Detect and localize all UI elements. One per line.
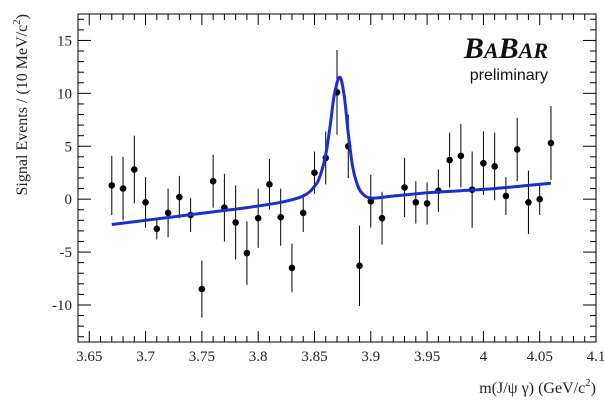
y-tick-label: 5 [65, 139, 73, 155]
data-point [221, 173, 228, 242]
data-point [198, 260, 206, 318]
data-point [367, 174, 375, 228]
y-tick-label: -10 [52, 298, 72, 314]
data-point [423, 182, 431, 225]
point-marker [378, 214, 386, 222]
point-marker [164, 209, 172, 217]
data-point [209, 154, 217, 208]
y-axis-label-suffix: ) [14, 14, 31, 19]
x-tick-label: 4.05 [527, 349, 553, 365]
point-marker [198, 285, 206, 293]
data-point [243, 221, 251, 285]
data-point [266, 158, 273, 210]
errorbars-layer [108, 49, 555, 318]
x-tick-label: 3.8 [249, 349, 268, 365]
data-point [277, 188, 284, 246]
data-point [525, 170, 532, 235]
data-point [232, 185, 239, 260]
point-marker [209, 177, 217, 185]
y-tick-label: 15 [57, 33, 72, 49]
point-marker [536, 195, 543, 203]
x-tick-label: 3.7 [136, 349, 155, 365]
point-marker [446, 156, 453, 164]
logo: BABAR preliminary [463, 32, 548, 84]
x-tick-label: 3.95 [414, 349, 440, 365]
point-marker [176, 193, 183, 201]
data-point [502, 176, 510, 216]
data-point [412, 181, 420, 224]
point-marker [412, 199, 420, 206]
data-point [401, 157, 408, 218]
point-marker [356, 262, 363, 270]
x-tick-label: 3.85 [301, 349, 327, 365]
data-point [547, 106, 555, 181]
point-marker [288, 264, 296, 272]
data-point [176, 175, 183, 219]
logo-subtitle: preliminary [470, 67, 548, 84]
point-marker [423, 200, 431, 207]
data-point [288, 243, 296, 293]
data-point [119, 156, 127, 221]
data-point [164, 188, 172, 238]
data-point [378, 191, 386, 245]
point-marker [547, 139, 555, 147]
y-axis-label: Signal Events / (10 MeV/c2) [11, 14, 31, 195]
fit-layer [111, 75, 552, 227]
point-marker [131, 166, 138, 173]
y-tick-label: 0 [65, 192, 73, 208]
point-marker [401, 184, 408, 191]
data-point [131, 135, 138, 204]
point-marker [108, 182, 116, 189]
data-point [446, 132, 453, 188]
data-point [254, 188, 262, 248]
x-tick-label: 3.9 [361, 349, 380, 365]
point-marker [480, 159, 487, 167]
y-axis-label-superscript: 2 [11, 19, 23, 25]
x-axis-label-superscript: 2 [585, 377, 591, 389]
data-point [513, 117, 521, 182]
data-point [299, 193, 307, 232]
x-axis-label-text: m(J/ψ γ) (GeV/c [479, 380, 585, 397]
point-marker [243, 249, 251, 257]
point-marker [232, 219, 239, 226]
point-marker [525, 199, 532, 206]
ticks-layer: 3.65 3.7 3.75 3.8 3.85 3.9 3.95 4 4.05 4.1 -10 -5 0 5… [52, 14, 605, 365]
data-point [480, 131, 487, 195]
point-marker [277, 213, 284, 221]
point-marker [502, 192, 510, 200]
x-axis-label-suffix: ) [591, 380, 596, 397]
point-marker [299, 209, 307, 217]
y-tick-label: -5 [60, 245, 73, 261]
x-tick-label: 3.75 [189, 349, 215, 365]
y-axis-label-text: Signal Events / (10 MeV/c [14, 25, 31, 196]
x-tick-label: 3.65 [76, 349, 102, 365]
point-marker [153, 225, 161, 233]
data-point [356, 225, 363, 307]
point-marker [119, 185, 127, 192]
point-marker [254, 214, 262, 222]
point-marker [142, 199, 149, 206]
data-point [153, 218, 161, 240]
x-tick-label: 4 [480, 349, 488, 365]
point-marker [311, 169, 318, 177]
x-axis-label: m(J/ψ γ) (GeV/c2) [479, 377, 596, 397]
point-marker [491, 163, 498, 170]
point-marker [457, 152, 465, 160]
x-tick-label: 4.1 [587, 349, 605, 365]
logo-text: BABAR [463, 32, 548, 65]
point-marker [266, 181, 273, 188]
data-point [108, 155, 116, 216]
point-marker [513, 146, 521, 153]
data-point [457, 124, 465, 188]
y-tick-label: 10 [57, 86, 72, 102]
fit-curve [111, 75, 552, 227]
data-point [536, 183, 543, 216]
